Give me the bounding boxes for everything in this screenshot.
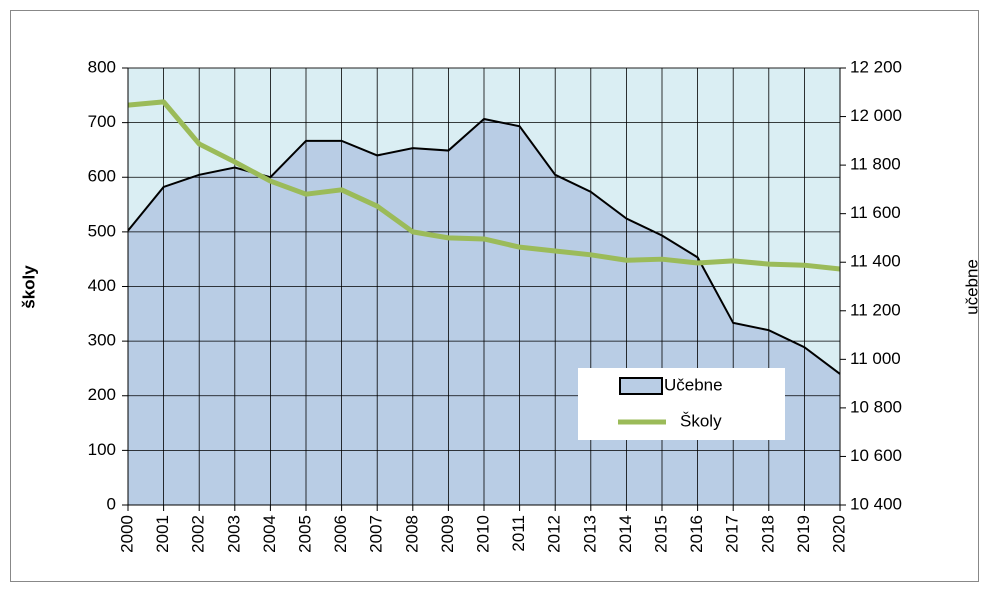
line [127, 99, 841, 272]
y2-tick-label: 10 400 [850, 494, 902, 513]
legend-label: Učebne [664, 375, 723, 394]
x-tick-label: 2017 [723, 515, 742, 553]
x-tick-label: 2003 [224, 515, 243, 553]
x-tick-label: 2011 [509, 515, 528, 552]
y-tick-label: 800 [88, 57, 116, 76]
y2-tick-label: 12 000 [850, 106, 902, 125]
y-tick-label: 0 [107, 494, 116, 513]
x-tick-label: 2008 [402, 515, 421, 553]
y-tick-label: 400 [88, 276, 116, 295]
y-tick-label: 200 [88, 385, 116, 404]
y2-tick-label: 11 000 [850, 349, 901, 368]
y2-tick-label: 11 800 [850, 155, 901, 174]
x-tick-label: 2020 [829, 515, 848, 553]
x-tick-label: 2013 [580, 515, 599, 553]
y2-tick-label: 11 600 [850, 203, 901, 222]
y-tick-label: 600 [88, 167, 116, 186]
y-tick-label: 700 [88, 112, 116, 131]
x-tick-label: 2004 [260, 515, 279, 553]
y-tick-label: 500 [88, 221, 116, 240]
x-tick-label: 2014 [616, 515, 635, 553]
x-tick-label: 2012 [545, 515, 564, 553]
y2-tick-label: 11 200 [850, 300, 901, 319]
x-tick-label: 2002 [189, 515, 208, 553]
y2-tick-label: 11 400 [850, 252, 901, 271]
x-tick-label: 2019 [794, 515, 813, 553]
x-tick-label: 2000 [117, 515, 136, 553]
y2-tick-label: 12 200 [850, 57, 902, 76]
x-tick-label: 2006 [331, 515, 350, 553]
x-tick-label: 2018 [758, 515, 777, 553]
y2-tick-label: 10 600 [850, 446, 902, 465]
x-tick-label: 2007 [367, 515, 386, 553]
x-tick-label: 2001 [153, 515, 172, 553]
legend-swatch [619, 377, 663, 395]
legend-box [578, 368, 785, 440]
y2-axis-label: učebne [962, 259, 981, 315]
legend-label: Školy [680, 411, 722, 430]
x-tick-label: 2010 [473, 515, 492, 553]
y2-tick-label: 10 800 [850, 397, 902, 416]
x-tick-label: 2016 [687, 515, 706, 553]
x-tick-label: 2015 [651, 515, 670, 553]
y-tick-label: 100 [88, 440, 116, 459]
y-axis-label: školy [19, 265, 38, 309]
y-tick-label: 300 [88, 331, 116, 350]
x-tick-label: 2009 [438, 515, 457, 553]
x-tick-label: 2005 [295, 515, 314, 553]
